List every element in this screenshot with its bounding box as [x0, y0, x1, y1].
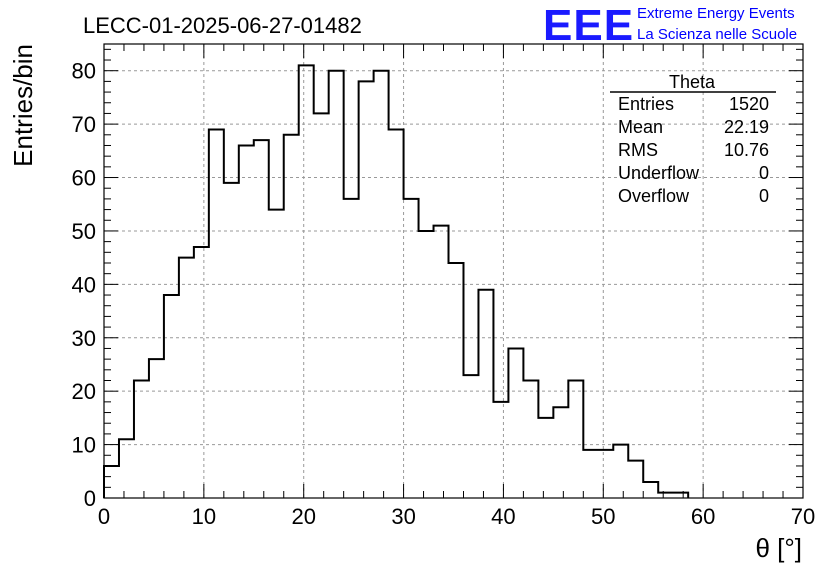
stats-box: Theta Entries 1520 Mean 22.19 RMS 10.76 Underf…	[610, 72, 776, 206]
logo-line-2: La Scienza nelle Scuole	[637, 26, 797, 43]
x-tick-label: 10	[192, 504, 216, 529]
x-tick-label: 20	[291, 504, 315, 529]
y-tick-label: 10	[72, 433, 96, 458]
x-tick-label: 30	[391, 504, 415, 529]
y-tick-label: 0	[84, 486, 96, 511]
y-axis-label: Entries/bin	[8, 44, 38, 167]
plot-frame	[103, 43, 804, 499]
x-tick-label: 40	[491, 504, 515, 529]
stats-row-label: Overflow	[618, 186, 690, 206]
stats-title: Theta	[669, 72, 716, 92]
y-tick-label: 30	[72, 326, 96, 351]
y-tick-label: 20	[72, 379, 96, 404]
logo-line-1: Extreme Energy Events	[637, 5, 795, 22]
stats-row-value: 22.19	[724, 117, 769, 137]
stats-row-label: RMS	[618, 140, 658, 160]
y-tick-label: 80	[72, 59, 96, 84]
stats-row-value: 0	[759, 163, 769, 183]
stats-row-value: 1520	[729, 94, 769, 114]
grid	[104, 44, 803, 498]
eee-logo: EEE Extreme Energy Events La Scienza nel…	[543, 1, 797, 50]
y-tick-labels: 0 10 20 30 40 50 60 70 80	[72, 59, 96, 511]
x-tick-label: 70	[791, 504, 815, 529]
stats-row-value: 0	[759, 186, 769, 206]
stats-row-label: Mean	[618, 117, 663, 137]
stats-row-value: 10.76	[724, 140, 769, 160]
axis-ticks	[103, 44, 804, 499]
x-tick-label: 60	[691, 504, 715, 529]
stats-row-label: Entries	[618, 94, 674, 114]
y-tick-label: 70	[72, 112, 96, 137]
y-tick-label: 40	[72, 272, 96, 297]
stats-row-label: Underflow	[618, 163, 700, 183]
x-axis-label: θ [°]	[755, 533, 802, 563]
x-tick-labels: 0 10 20 30 40 50 60 70	[98, 504, 815, 529]
logo-mark: EEE	[543, 1, 634, 50]
histogram-line	[103, 64, 690, 498]
y-tick-label: 60	[72, 166, 96, 191]
chart-title: LECC-01-2025-06-27-01482	[83, 13, 362, 38]
y-tick-label: 50	[72, 219, 96, 244]
x-tick-label: 0	[98, 504, 110, 529]
x-tick-label: 50	[591, 504, 615, 529]
